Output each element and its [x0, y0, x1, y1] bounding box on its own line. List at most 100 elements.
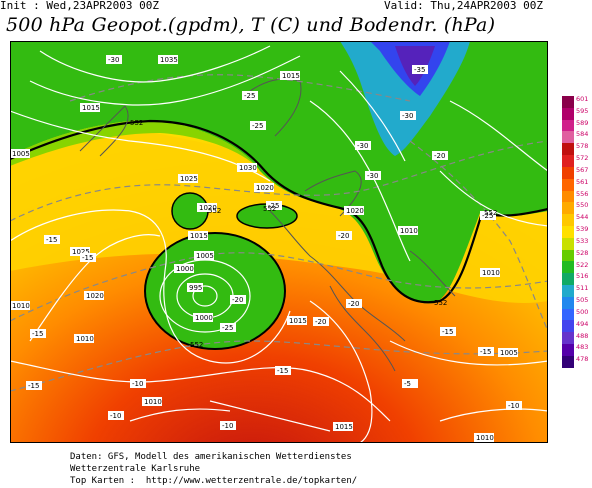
footer-source: Daten: GFS, Modell des amerikanischen We… — [70, 452, 352, 462]
temp-label: -15 — [440, 327, 456, 336]
svg-text:1010: 1010 — [12, 302, 30, 310]
footer-org: Wetterzentrale Karlsruhe — [70, 464, 201, 474]
colorbar-tick-label: 589 — [576, 118, 589, 127]
isobar-label: 1010 — [474, 433, 494, 442]
colorbar-segment — [562, 178, 574, 191]
svg-text:995: 995 — [189, 284, 202, 292]
svg-text:-10: -10 — [110, 412, 121, 420]
colorbar-tick-label: 561 — [576, 177, 589, 186]
temp-label: -10 — [506, 401, 522, 410]
isobar-label: 1010 — [142, 397, 162, 406]
temp-label: -10 — [220, 421, 236, 430]
temp-label: -25 — [266, 201, 282, 210]
colorbar-tick-label: 500 — [576, 307, 589, 316]
isobar-label: 1015 — [333, 422, 353, 431]
svg-text:-5: -5 — [404, 380, 411, 388]
temp-label: -20 — [313, 317, 329, 326]
temp-label: -20 — [336, 231, 352, 240]
green-edge — [10, 120, 260, 171]
colorbar-segment — [562, 332, 574, 345]
svg-text:-10: -10 — [222, 422, 233, 430]
temp-label: -15 — [26, 381, 42, 390]
svg-text:1015: 1015 — [282, 72, 300, 80]
isobar-label: 1035 — [158, 55, 178, 64]
svg-text:1010: 1010 — [482, 269, 500, 277]
isobar-labels: 1035 1030 1025 1025 1020 1020 1020 1020 … — [10, 55, 518, 442]
colorbar-tick-label: 483 — [576, 343, 589, 352]
temp-label: -30 — [365, 171, 381, 180]
isobar-label: 1010 — [480, 268, 500, 277]
svg-text:1015: 1015 — [335, 423, 353, 431]
temp-label: -15 — [275, 366, 291, 375]
isobar-label: 1005 — [10, 149, 30, 158]
isobar-label: 1025 — [70, 247, 90, 256]
svg-text:1005: 1005 — [500, 349, 518, 357]
map-frame — [10, 41, 548, 443]
colorbar-segment — [562, 296, 574, 309]
colorbar-segment — [562, 107, 574, 120]
svg-text:1030: 1030 — [239, 164, 257, 172]
svg-text:-30: -30 — [108, 56, 119, 64]
svg-text:-25: -25 — [244, 92, 255, 100]
temp-label: -30 — [400, 111, 416, 120]
isobar-label: 1020 — [344, 206, 364, 215]
colorbar-tick-label: 556 — [576, 189, 589, 198]
temp-label: -15 — [44, 235, 60, 244]
isobar-label: 1000 — [174, 264, 194, 273]
colorbar-segment — [562, 225, 574, 238]
svg-text:-15: -15 — [480, 348, 491, 356]
colorbar-tick-label: 595 — [576, 106, 589, 115]
colorbar-tick-label: 533 — [576, 236, 589, 245]
colorbar-segment — [562, 119, 574, 132]
svg-text:1005: 1005 — [12, 150, 30, 158]
temp-label: -20 — [346, 299, 362, 308]
svg-text:1010: 1010 — [144, 398, 162, 406]
isobar-label: 995 — [187, 283, 203, 292]
svg-text:-30: -30 — [357, 142, 368, 150]
colorbar-segment — [562, 166, 574, 179]
svg-text:-25: -25 — [222, 324, 233, 332]
colorbar-tick-label: 528 — [576, 248, 589, 257]
colorbar-tick-label: 494 — [576, 319, 589, 328]
isobar-label: 1020 — [197, 203, 217, 212]
colorbar-tick-label: 601 — [576, 95, 589, 103]
geopot-label: 552 — [263, 205, 276, 213]
colorbar-tick-label: 478 — [576, 355, 589, 364]
geopot-label: 552 — [130, 119, 143, 127]
isobar-label: 1015 — [287, 316, 307, 325]
footer-link[interactable]: Top Karten : http://www.wetterzentrale.d… — [70, 476, 358, 486]
svg-text:-15: -15 — [28, 382, 39, 390]
isobar-label: 1020 — [254, 183, 274, 192]
svg-text:1020: 1020 — [256, 184, 274, 192]
temp-label: -20 — [230, 295, 246, 304]
svg-text:1010: 1010 — [76, 335, 94, 343]
isobar-label: 1030 — [237, 163, 257, 172]
svg-text:-25: -25 — [252, 122, 263, 130]
colorbar-tick-label: 505 — [576, 296, 589, 305]
temp-label: -20 — [432, 151, 448, 160]
colorbar-segment — [562, 202, 574, 215]
svg-text:-20: -20 — [348, 300, 359, 308]
colorbar-segment — [562, 308, 574, 321]
isobar-label: 1015 — [188, 231, 208, 240]
colorbar-tick-label: 511 — [576, 284, 589, 293]
isobar-label: 1000 — [193, 313, 213, 322]
colorbar-tick-label: 544 — [576, 213, 589, 222]
svg-text:1035: 1035 — [160, 56, 178, 64]
isobar-label: 1010 — [398, 226, 418, 235]
isobar-label: 1010 — [10, 301, 30, 310]
temp-label: -25 — [242, 91, 258, 100]
colorbar-segment — [562, 320, 574, 333]
svg-text:1010: 1010 — [400, 227, 418, 235]
temp-label: -10 — [108, 411, 124, 420]
temp-label: -15 — [80, 253, 96, 262]
colorbar-segment — [562, 273, 574, 285]
svg-text:-30: -30 — [367, 172, 378, 180]
colorbar-segment — [562, 155, 574, 167]
colorbar-segment — [562, 285, 574, 297]
colorbar-tick-label: 516 — [576, 272, 589, 281]
init-time-label: Init : Wed,23APR2003 00Z — [0, 0, 159, 12]
isobar-label: 1005 — [194, 251, 214, 260]
svg-text:1025: 1025 — [180, 175, 198, 183]
valid-time-label: Valid: Thu,24APR2003 00Z — [384, 0, 543, 12]
